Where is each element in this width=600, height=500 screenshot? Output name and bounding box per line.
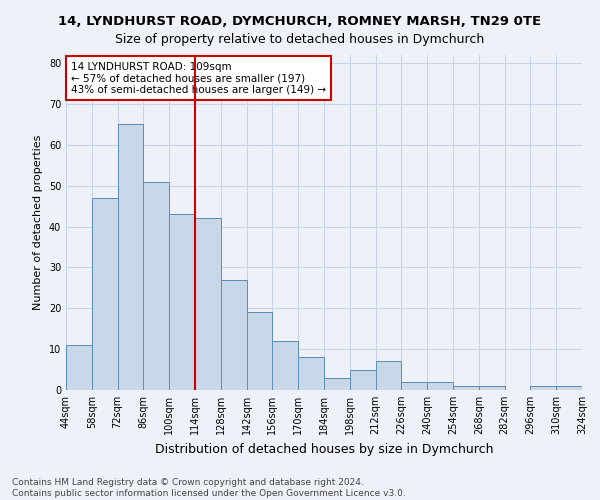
Bar (143, 182, 169, 390)
Bar (556, 386, 582, 390)
Bar (479, 386, 505, 390)
Bar (376, 362, 401, 390)
X-axis label: Distribution of detached houses by size in Dymchurch: Distribution of detached houses by size … (155, 442, 493, 456)
Text: 14 LYNDHURST ROAD: 109sqm
← 57% of detached houses are smaller (197)
43% of semi: 14 LYNDHURST ROAD: 109sqm ← 57% of detac… (71, 62, 326, 95)
Bar (66, 345, 92, 390)
Bar (401, 382, 427, 390)
Bar (350, 370, 376, 390)
Bar (221, 280, 247, 390)
Text: 14, LYNDHURST ROAD, DYMCHURCH, ROMNEY MARSH, TN29 0TE: 14, LYNDHURST ROAD, DYMCHURCH, ROMNEY MA… (58, 15, 542, 28)
Y-axis label: Number of detached properties: Number of detached properties (33, 135, 43, 310)
Bar (453, 386, 479, 390)
Bar (169, 214, 195, 390)
Bar (118, 124, 143, 390)
Bar (298, 358, 324, 390)
Bar (427, 382, 453, 390)
Bar (530, 386, 556, 390)
Bar (272, 341, 298, 390)
Text: Size of property relative to detached houses in Dymchurch: Size of property relative to detached ho… (115, 32, 485, 46)
Bar (247, 312, 272, 390)
Text: Contains HM Land Registry data © Crown copyright and database right 2024.
Contai: Contains HM Land Registry data © Crown c… (12, 478, 406, 498)
Bar (324, 378, 350, 390)
Bar (195, 218, 221, 390)
Bar (92, 198, 118, 390)
